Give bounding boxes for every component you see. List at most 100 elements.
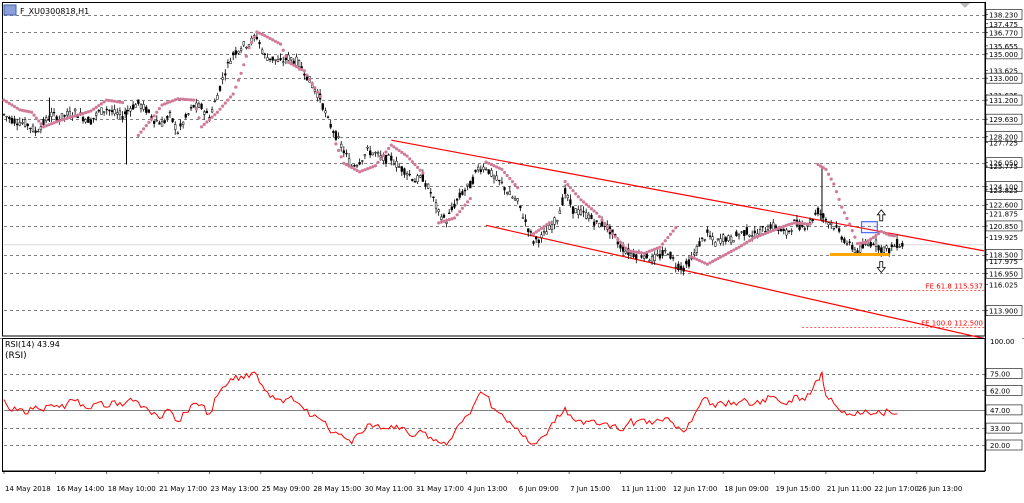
candle-body (266, 57, 269, 61)
candle-body (255, 36, 259, 40)
psar-dot (658, 245, 662, 249)
psar-dot (716, 256, 720, 261)
candle-body (45, 117, 48, 122)
candle-body (671, 257, 675, 259)
psar-dot (484, 160, 488, 164)
candle-body (131, 104, 135, 110)
price-tick-label: 122.600 (989, 202, 1018, 210)
candle-body (827, 222, 830, 226)
psar-dot (821, 166, 825, 170)
price-tick-label: 118.500 (989, 252, 1018, 260)
candle-body (31, 125, 35, 132)
candle-body (13, 118, 16, 124)
candle-body (237, 50, 240, 54)
psar-dot (855, 241, 860, 246)
candle-body (37, 130, 40, 133)
psar-dot (234, 85, 238, 89)
candle-body (643, 255, 646, 259)
candle-body (229, 60, 232, 64)
candle-body (529, 231, 533, 233)
candle-body (153, 120, 156, 124)
psar-dot (758, 233, 762, 238)
psar-dot (155, 110, 159, 114)
candle-body (340, 143, 343, 148)
candle-body (893, 245, 896, 248)
psar-dot (152, 114, 156, 118)
candle-body (698, 241, 701, 247)
scroll-marker-icon[interactable] (960, 3, 970, 8)
price-tick-label: 126.050 (989, 160, 1018, 168)
psar-dot (455, 213, 459, 217)
psar-dot (397, 148, 401, 153)
candle-body (261, 49, 264, 54)
psar-dot (86, 110, 90, 114)
psar-dot (22, 109, 27, 113)
candle-body (621, 245, 625, 252)
psar-dot (495, 165, 499, 169)
time-tick-label: 21 Jun 11:00 (827, 485, 871, 493)
candle-body (155, 120, 158, 122)
psar-dot (228, 95, 233, 99)
candle-body (482, 166, 485, 170)
psar-dot (755, 234, 760, 239)
candle-body (540, 234, 543, 238)
rsi-series (3, 370, 898, 446)
candle-body (221, 77, 224, 80)
candle-body (832, 227, 835, 230)
price-tick-label: 135.000 (989, 51, 1018, 59)
psar-dot (576, 195, 580, 199)
candle-body (808, 219, 812, 223)
psar-dot (753, 235, 757, 240)
psar-dot (20, 108, 24, 112)
candle-body (732, 240, 735, 243)
candle-body (811, 219, 814, 221)
candle-body (118, 110, 122, 115)
psar-dot (263, 34, 267, 38)
time-tick-label: 21 May 17:00 (159, 485, 207, 493)
psar-dot (726, 251, 731, 255)
candle-body (537, 239, 540, 244)
candle-body (661, 250, 664, 256)
price-tick-label: 135.655 (989, 43, 1018, 51)
candle-body (29, 127, 32, 130)
candle-body (329, 123, 332, 128)
psar-dot (579, 198, 583, 202)
psar-dot (218, 107, 222, 111)
psar-dot (105, 98, 109, 102)
psar-dot (850, 229, 854, 233)
psar-dot (99, 102, 104, 106)
candle-body (848, 241, 851, 243)
psar-dot (236, 78, 241, 82)
candle-body (664, 249, 667, 252)
candle-body (73, 108, 77, 112)
price-tick-label: 124.100 (989, 183, 1018, 191)
candle-body (587, 214, 590, 219)
candle-body (492, 175, 496, 179)
psar-dot (402, 152, 407, 156)
psar-dot (418, 168, 422, 172)
candle-body (706, 229, 709, 233)
psar-dot (858, 241, 862, 245)
psar-dot (742, 242, 746, 246)
candle-body (840, 236, 843, 240)
psar-dot (289, 62, 293, 66)
psar-dot (771, 228, 775, 233)
psar-dot (336, 148, 341, 152)
psar-dot (342, 161, 346, 165)
candle-body (408, 173, 411, 176)
candle-body (413, 180, 417, 183)
psar-dot (39, 122, 43, 126)
candle-body (63, 114, 66, 117)
psar-dot (750, 237, 754, 241)
psar-dot (2, 98, 6, 102)
candle-body (513, 198, 517, 201)
psar-dot (845, 216, 849, 221)
candle-body (819, 213, 822, 216)
psar-dot (27, 110, 31, 114)
psar-dot (271, 38, 275, 42)
candle-body (158, 122, 161, 125)
candle-body (116, 112, 119, 115)
candle-body (519, 205, 522, 209)
psar-dot (408, 157, 412, 161)
